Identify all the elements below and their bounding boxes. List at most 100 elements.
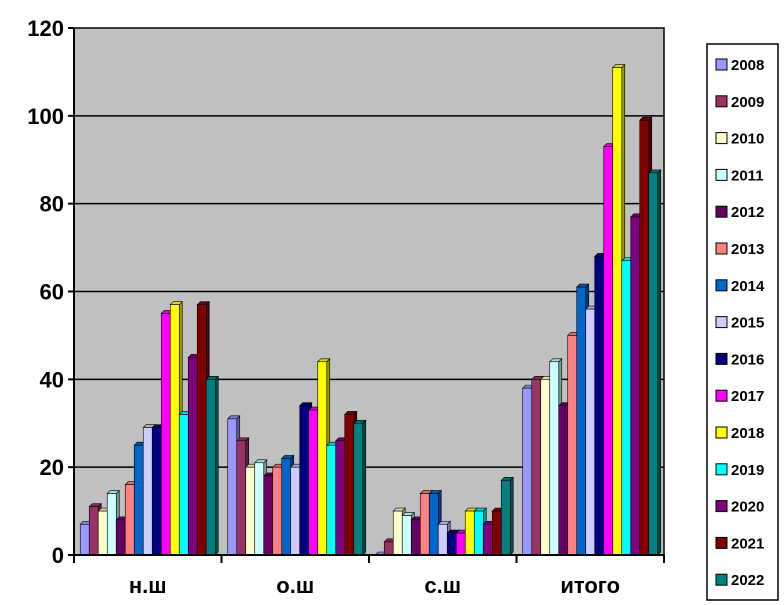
bar <box>531 379 542 556</box>
bar-side <box>214 375 219 556</box>
bar-side <box>657 169 662 556</box>
bar <box>522 387 533 556</box>
bar <box>299 405 310 556</box>
bar <box>281 458 292 556</box>
bar <box>419 493 430 556</box>
y-tick-label: 120 <box>27 16 64 41</box>
bar <box>196 304 207 556</box>
bar <box>437 523 448 556</box>
bar <box>540 379 551 556</box>
bar <box>594 256 605 556</box>
bar <box>326 444 337 556</box>
bar <box>205 379 216 556</box>
legend-swatch <box>715 389 728 402</box>
y-tick-label: 100 <box>27 104 64 129</box>
legend-label: 2017 <box>731 388 764 405</box>
legend-swatch <box>715 132 728 145</box>
bar <box>263 475 274 556</box>
legend-label: 2021 <box>731 535 764 552</box>
bar <box>353 422 364 556</box>
legend-swatch <box>715 58 728 71</box>
bar <box>115 519 126 556</box>
bar <box>272 466 283 556</box>
y-tick-label: 60 <box>40 280 64 305</box>
bar <box>142 427 153 556</box>
legend-label: 2019 <box>731 462 764 479</box>
bar <box>473 510 484 556</box>
bar <box>227 418 238 556</box>
bar <box>639 119 650 556</box>
bar <box>603 146 614 556</box>
legend-label: 2009 <box>731 94 764 111</box>
legend-label: 2020 <box>731 499 764 516</box>
legend-swatch <box>715 95 728 108</box>
bar <box>446 532 457 556</box>
bar <box>576 286 587 556</box>
bar <box>383 541 394 556</box>
bar <box>335 440 346 556</box>
legend-label: 2010 <box>731 131 764 148</box>
bar <box>245 466 256 556</box>
legend-label: 2022 <box>731 572 764 589</box>
legend-swatch <box>715 573 728 586</box>
bar <box>254 462 265 556</box>
bar <box>160 313 171 556</box>
y-tick-label: 0 <box>52 543 64 568</box>
legend-swatch <box>715 500 728 513</box>
bar <box>344 414 355 556</box>
legend-swatch <box>715 536 728 549</box>
bars <box>79 63 662 556</box>
bar <box>500 480 511 556</box>
bar <box>187 357 198 556</box>
legend-swatch <box>715 352 728 365</box>
legend-label: 2015 <box>731 315 764 332</box>
bar-side <box>362 419 367 556</box>
bar <box>410 519 421 556</box>
legend-swatch <box>715 168 728 181</box>
bar <box>308 409 319 556</box>
bar <box>317 361 328 556</box>
bar <box>630 216 641 556</box>
legend-label: 2012 <box>731 204 764 221</box>
legend-label: 2011 <box>731 167 764 184</box>
legend-swatch <box>715 205 728 218</box>
y-tick-label: 40 <box>40 367 64 392</box>
y-axis-ticks: 0 20 40 60 80 100 120 <box>27 16 74 568</box>
legend-label: 2008 <box>731 57 764 74</box>
bar <box>133 444 144 556</box>
bar <box>169 304 180 556</box>
bar <box>236 440 247 556</box>
y-tick-label: 20 <box>40 455 64 480</box>
bar <box>549 361 560 556</box>
bar <box>455 532 466 556</box>
bar <box>428 493 439 556</box>
bar <box>464 510 475 556</box>
bar <box>558 405 569 556</box>
x-tick-label: н.ш <box>129 573 167 598</box>
bar-side <box>509 476 514 556</box>
bar <box>290 466 301 556</box>
legend-swatch <box>715 316 728 329</box>
bar <box>482 523 493 556</box>
legend-label: 2016 <box>731 351 764 368</box>
bar <box>106 493 117 556</box>
bar <box>585 308 596 556</box>
bar <box>621 260 632 556</box>
bar <box>178 414 189 556</box>
bar <box>392 510 403 556</box>
legend-swatch <box>715 426 728 439</box>
legend-swatch <box>715 242 728 255</box>
x-tick-label: итого <box>560 573 620 598</box>
x-tick-label: о.ш <box>276 573 314 598</box>
x-tick-label: с.ш <box>424 573 461 598</box>
bar <box>124 484 135 556</box>
bar <box>88 506 99 556</box>
bar <box>648 172 659 556</box>
bar <box>567 335 578 556</box>
legend: 2008 2009 2010 2011 2012 2013 2014 2015 2016 2017… <box>706 43 779 601</box>
bar <box>401 515 412 556</box>
bar <box>79 523 90 556</box>
bar <box>151 427 162 556</box>
legend-label: 2013 <box>731 241 764 258</box>
